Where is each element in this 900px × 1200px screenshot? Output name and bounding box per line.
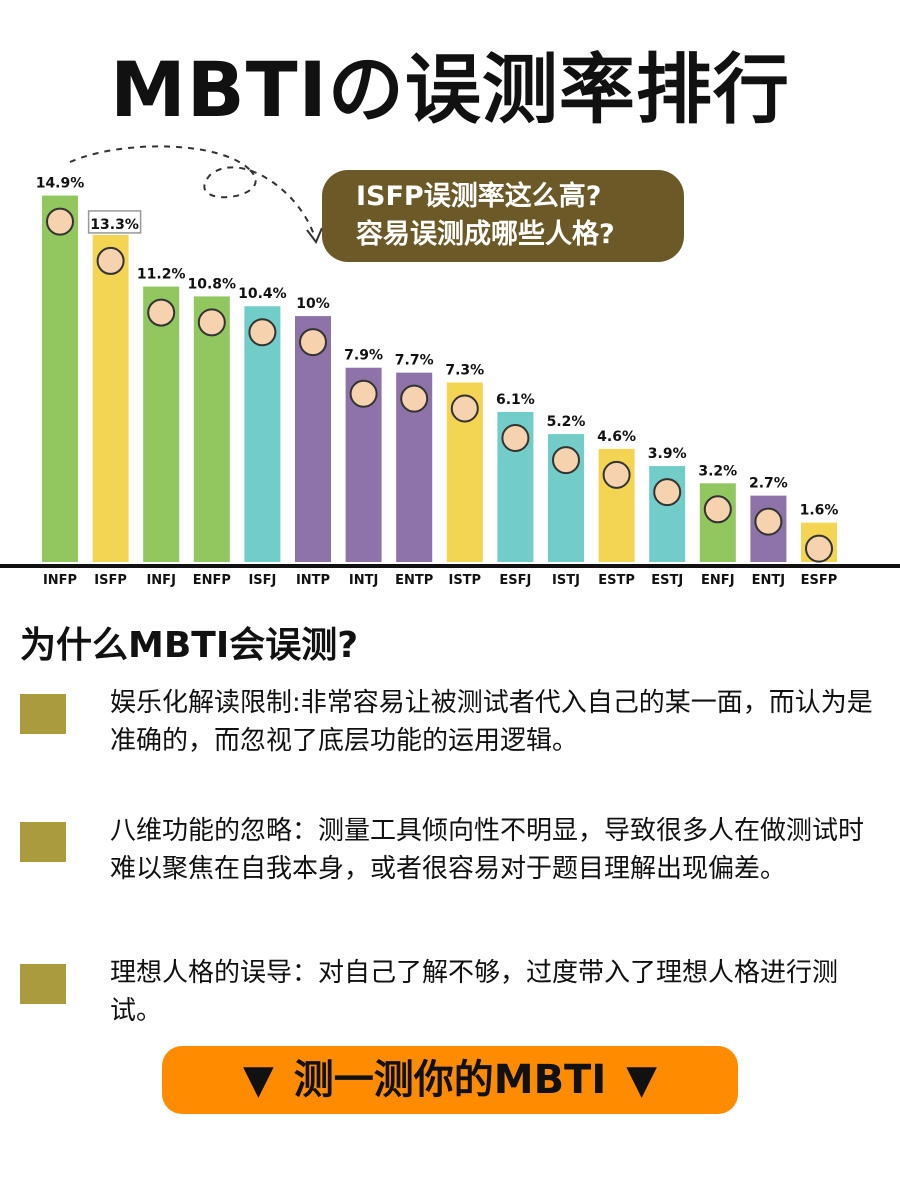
page-title: MBTIの误测率排行 [110,45,790,134]
value-label-esfp: 1.6% [800,503,839,519]
x-tick-label-estp: ESTP [598,573,635,588]
reason-text: 理想人格的误导：对自己了解不够，过度带入了理想人格进行测试。 [110,958,839,1026]
value-label-intj: 7.9% [344,348,383,364]
x-tick-label-istp: ISTP [448,573,481,588]
x-tick-label-enfj: ENFJ [701,573,734,588]
character-avatar-icon [147,298,176,327]
character-avatar-icon [653,478,682,507]
x-tick-label-isfj: ISFJ [248,573,276,588]
x-tick-label-intj: INTJ [349,573,378,588]
character-avatar-icon [552,446,580,475]
callout-bubble: ISFP误测率这么高? 容易误测成哪些人格? [322,170,684,262]
value-label-esfj: 6.1% [496,392,535,408]
value-label-intp: 10% [296,296,330,312]
value-label-istp: 7.3% [445,362,484,378]
callout-line-1: ISFP误测率这么高? [356,181,602,212]
x-tick-label-intp: INTP [296,573,330,588]
x-tick-label-istj: ISTJ [552,573,580,588]
section-title: 为什么MBTI会误测? [20,625,359,666]
x-tick-label-entj: ENTJ [752,573,785,588]
value-label-enfp: 10.8% [188,276,237,292]
x-tick-label-isfp: ISFP [94,573,127,588]
x-tick-label-entp: ENTP [395,573,433,588]
down-arrow-icon: ▼ [626,1057,657,1103]
value-label-entj: 2.7% [749,476,788,492]
reason-text: 八维功能的忽略：测量工具倾向性不明显，导致很多人在做测试时难以聚焦在自我本身，或… [110,816,865,884]
character-avatar-icon [299,328,327,357]
character-avatar-icon [602,460,631,489]
value-label-estj: 3.9% [648,446,687,462]
value-label-infp: 14.9% [36,176,85,192]
character-avatar-icon [46,207,74,236]
value-label-estp: 4.6% [597,429,636,445]
bullet-square-icon [20,964,66,1004]
x-tick-label-enfp: ENFP [193,573,231,588]
take-test-button[interactable]: ▼ 测一测你的MBTI ▼ [162,1046,738,1114]
character-avatar-icon [501,423,530,452]
mbti-bar-chart: 14.9% INFP 13.3% ISFP 11.2% INFJ 10.8% ENFP 10.4… [0,145,900,588]
bar-infp [42,195,78,562]
bullet-square-icon [20,822,66,862]
x-tick-label-esfj: ESFJ [499,573,531,588]
value-label-enfj: 3.2% [698,463,737,479]
value-label-infj: 11.2% [137,267,186,283]
take-test-label: 测一测你的MBTI [293,1057,607,1103]
reason-text: 娱乐化解读限制:非常容易让被测试者代入自己的某一面，而认为是准确的，而忽视了底层… [110,688,873,756]
value-label-isfp: 13.3% [90,217,139,233]
down-arrow-icon: ▼ [243,1057,274,1103]
bar-infj [143,286,180,562]
x-tick-label-esfp: ESFP [801,573,838,588]
callout-line-2: 容易误测成哪些人格? [356,219,615,250]
bar-isfj [244,306,281,562]
bar-enfp [193,296,230,562]
value-label-isfj: 10.4% [238,286,287,302]
bullet-square-icon [20,694,66,734]
character-avatar-icon [96,246,125,275]
bar-isfp [92,234,129,562]
character-avatar-icon [349,379,378,408]
value-label-istj: 5.2% [547,414,586,430]
value-label-entp: 7.7% [395,353,434,369]
x-tick-label-infp: INFP [43,573,77,588]
character-avatar-icon [197,308,226,337]
character-avatar-icon [450,394,479,423]
bar-intp [295,316,331,562]
character-avatar-icon [805,534,833,563]
x-tick-label-infj: INFJ [146,573,175,588]
character-avatar-icon [400,384,429,413]
x-tick-label-estj: ESTJ [651,573,683,588]
character-avatar-icon [754,507,783,536]
character-avatar-icon [703,495,732,524]
character-avatar-icon [248,318,277,347]
highlight-box [87,210,142,234]
